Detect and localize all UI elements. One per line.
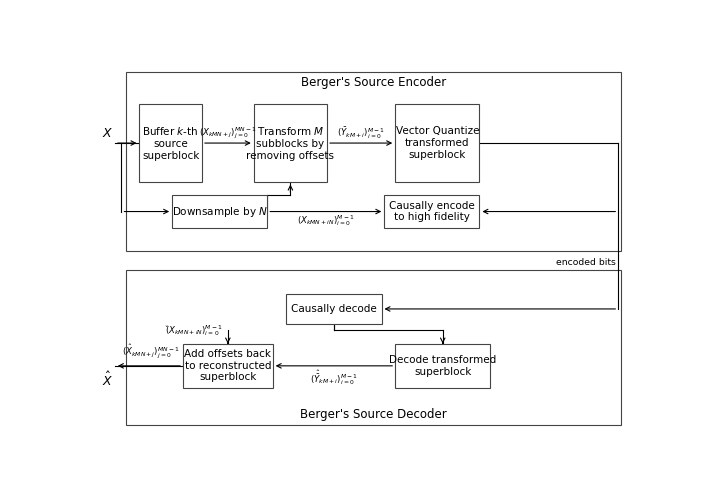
Text: encoded bits: encoded bits: [555, 258, 616, 267]
Text: Causally decode: Causally decode: [291, 304, 377, 314]
Text: Vector Quantize
transformed
superblock: Vector Quantize transformed superblock: [395, 126, 479, 160]
Text: $\hat{X}$: $\hat{X}$: [102, 370, 113, 389]
Text: $X$: $X$: [102, 127, 113, 140]
Bar: [395, 344, 491, 388]
Bar: [140, 105, 202, 182]
Text: Transform $M$
subblocks by
removing offsets: Transform $M$ subblocks by removing offs…: [246, 125, 334, 161]
Text: Decode transformed
superblock: Decode transformed superblock: [389, 355, 496, 377]
Bar: [384, 195, 479, 228]
Bar: [395, 105, 479, 182]
Text: $(\bar{Y}_{kM+i})_{i=0}^{M-1}$: $(\bar{Y}_{kM+i})_{i=0}^{M-1}$: [337, 126, 385, 141]
Text: $(\check{X}_{kMN+iN})_{i=0}^{M-1}$: $(\check{X}_{kMN+iN})_{i=0}^{M-1}$: [164, 323, 223, 338]
Text: Downsample by $N$: Downsample by $N$: [172, 204, 267, 218]
Text: $(X_{kMN+iN})_{i=0}^{M-1}$: $(X_{kMN+iN})_{i=0}^{M-1}$: [297, 213, 355, 228]
Text: Causally encode
to high fidelity: Causally encode to high fidelity: [389, 201, 475, 222]
Bar: [126, 271, 621, 425]
Text: $(\hat{X}_{kMN+j})_{j=0}^{MN-1}$: $(\hat{X}_{kMN+j})_{j=0}^{MN-1}$: [122, 342, 180, 360]
Bar: [253, 105, 327, 182]
Text: $(X_{kMN+j})_{j=0}^{MN-1}$: $(X_{kMN+j})_{j=0}^{MN-1}$: [199, 126, 257, 141]
Text: Berger's Source Encoder: Berger's Source Encoder: [300, 76, 446, 89]
Bar: [286, 294, 382, 324]
Bar: [172, 195, 267, 228]
Bar: [183, 344, 272, 388]
Text: Add offsets back
to reconstructed
superblock: Add offsets back to reconstructed superb…: [185, 349, 272, 382]
Bar: [126, 72, 621, 251]
Text: Buffer $k$-th
source
superblock: Buffer $k$-th source superblock: [142, 125, 199, 161]
Text: $(\hat{\bar{Y}}_{kM+i})_{i=0}^{M-1}$: $(\hat{\bar{Y}}_{kM+i})_{i=0}^{M-1}$: [310, 368, 358, 387]
Text: Berger's Source Decoder: Berger's Source Decoder: [300, 408, 446, 421]
